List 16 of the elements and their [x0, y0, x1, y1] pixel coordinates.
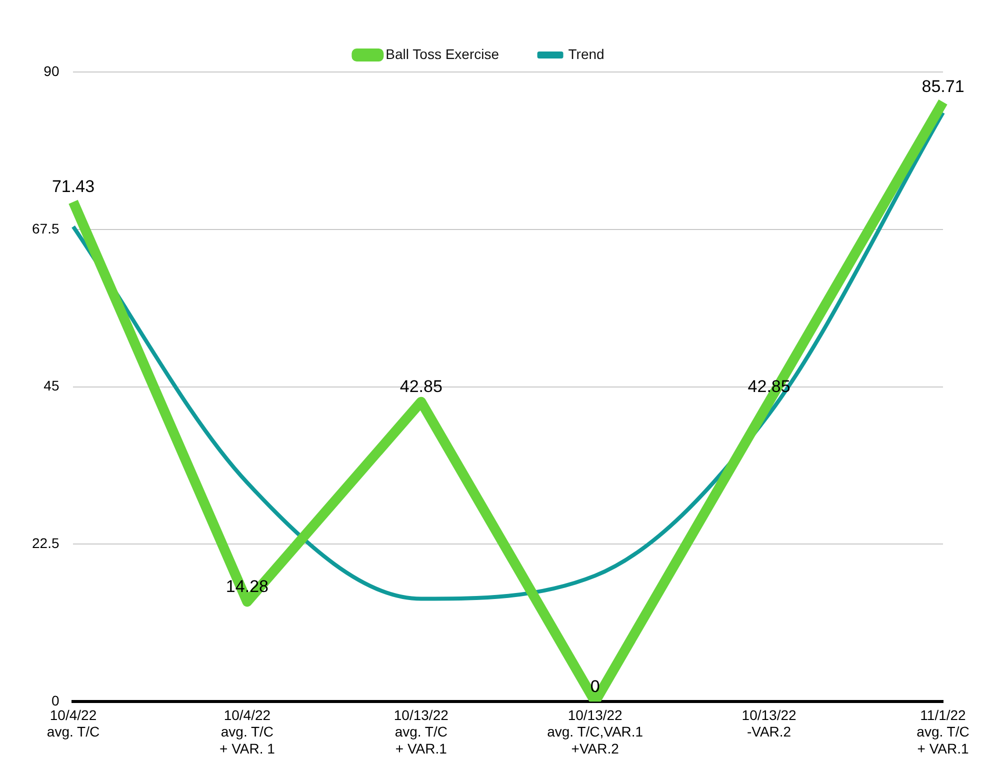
y-tick-label: 45	[44, 378, 60, 394]
x-tick-label: 10/4/22 avg. T/C	[46, 706, 100, 740]
x-tick-label: 10/13/22 -VAR.2	[742, 706, 797, 740]
x-tick-label: 10/13/22 avg. T/C,VAR.1 +VAR.2	[547, 706, 644, 756]
legend-label: Trend	[568, 46, 604, 62]
y-tick-label: 67.5	[32, 220, 60, 236]
y-tick-label: 0	[51, 692, 60, 708]
legend-label: Ball Toss Exercise	[386, 46, 500, 62]
x-tick-label: 10/4/22 avg. T/C + VAR. 1	[220, 706, 276, 756]
y-tick-label: 90	[44, 62, 60, 79]
data-label: 42.85	[400, 377, 442, 396]
data-label: 85.71	[922, 77, 964, 96]
x-tick-label: 10/13/22 avg. T/C + VAR.1	[394, 706, 449, 756]
data-label: 71.43	[52, 177, 95, 196]
y-tick-label: 22.5	[32, 535, 60, 552]
x-tick-label: 11/1/22 avg. T/C + VAR.1	[916, 706, 970, 756]
